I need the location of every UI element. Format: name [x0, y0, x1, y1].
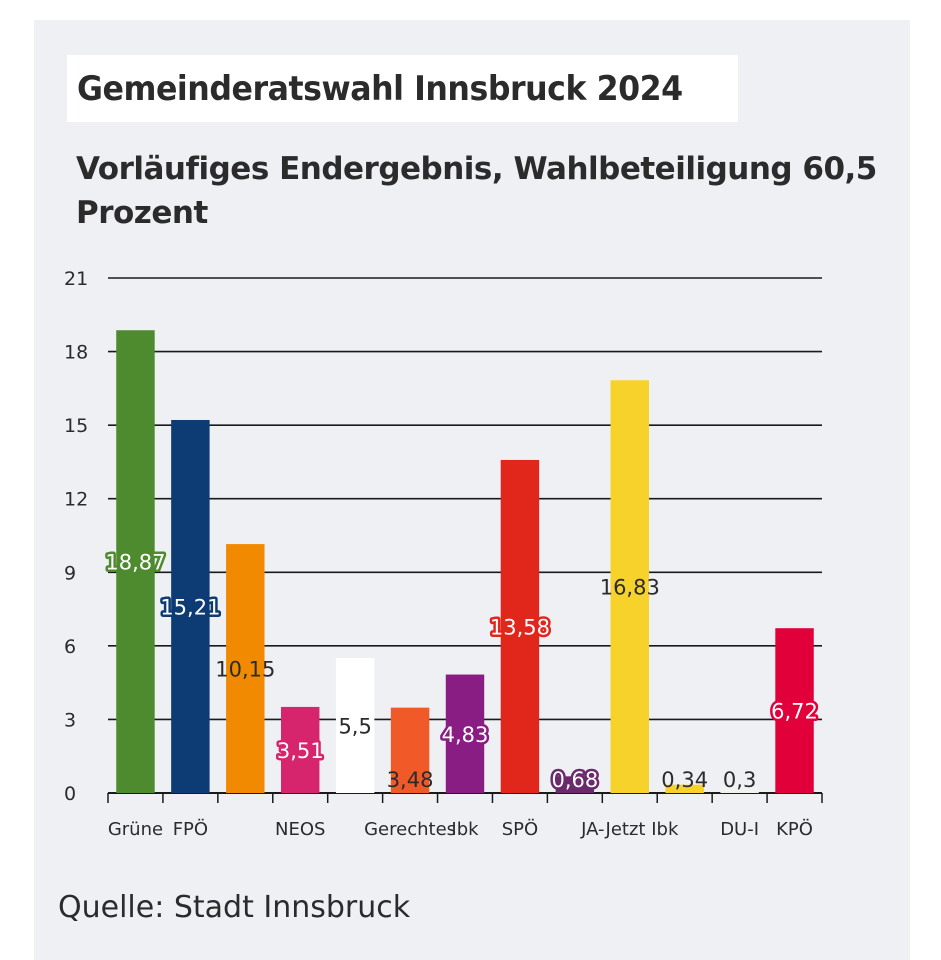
source-note: Quelle: Stadt Innsbruck — [58, 890, 411, 925]
bar — [445, 674, 485, 793]
y-tick-label: 18 — [64, 342, 88, 364]
bar — [555, 776, 595, 793]
bar — [500, 459, 540, 793]
data-label: 3,51 — [277, 739, 324, 763]
data-label-outline: 3,51 — [277, 739, 324, 763]
data-label-outline: 15,21 — [160, 595, 220, 619]
bar — [665, 784, 704, 793]
data-label-outline: 6,72 — [771, 700, 818, 724]
bar — [775, 628, 814, 793]
bar — [171, 419, 210, 793]
bar — [335, 658, 375, 793]
data-label: 10,15 — [215, 658, 275, 682]
bar — [116, 330, 155, 793]
data-label: 0,34 — [661, 768, 708, 792]
data-label-outline: 13,58 — [490, 615, 550, 639]
bar — [610, 380, 649, 793]
data-label-outline: 4,83 — [442, 723, 489, 747]
chart-subtitle: Vorläufiges Endergebnis, Wahlbeteiligung… — [76, 151, 877, 231]
y-tick-label: 6 — [64, 636, 76, 658]
data-label: 6,72 — [771, 700, 818, 724]
data-label-outline: 18,87 — [105, 551, 165, 575]
x-category-label: SPÖ — [502, 818, 538, 840]
y-tick-label: 9 — [64, 562, 76, 584]
data-label: 0,68 — [551, 768, 598, 792]
data-label: 4,83 — [442, 723, 489, 747]
y-tick-label: 21 — [64, 268, 88, 290]
data-label: 18,87 — [105, 551, 165, 575]
x-category-label: DU-I — [720, 819, 759, 840]
y-tick-label: 12 — [64, 489, 88, 511]
data-label: 3,48 — [387, 768, 434, 792]
x-category-label: Ibk — [451, 819, 479, 840]
y-tick-label: 15 — [64, 415, 88, 437]
data-label: 5,5 — [338, 715, 371, 739]
title-box: Gemeinderatswahl Innsbruck 2024 — [67, 55, 739, 122]
y-tick-label: 3 — [64, 709, 76, 731]
x-category-label: KPÖ — [776, 818, 813, 840]
x-category-label: Grüne — [108, 819, 163, 840]
chart-title: Gemeinderatswahl Innsbruck 2024 — [77, 68, 683, 109]
data-label: 13,58 — [490, 615, 550, 639]
data-label-outline: 0,68 — [551, 768, 598, 792]
y-tick-label: 0 — [64, 783, 76, 805]
x-category-label: NEOS — [275, 819, 325, 840]
data-label: 0,3 — [723, 768, 756, 792]
x-category-label: JA-Jetzt Ibk — [580, 819, 679, 840]
bar — [390, 707, 430, 793]
x-category-label: FPÖ — [173, 818, 208, 840]
data-label: 15,21 — [160, 595, 220, 619]
bar — [281, 706, 320, 793]
bar — [226, 544, 265, 793]
x-category-label: Gerechtes — [364, 819, 456, 840]
bar — [720, 785, 759, 793]
data-label: 16,83 — [600, 576, 660, 600]
